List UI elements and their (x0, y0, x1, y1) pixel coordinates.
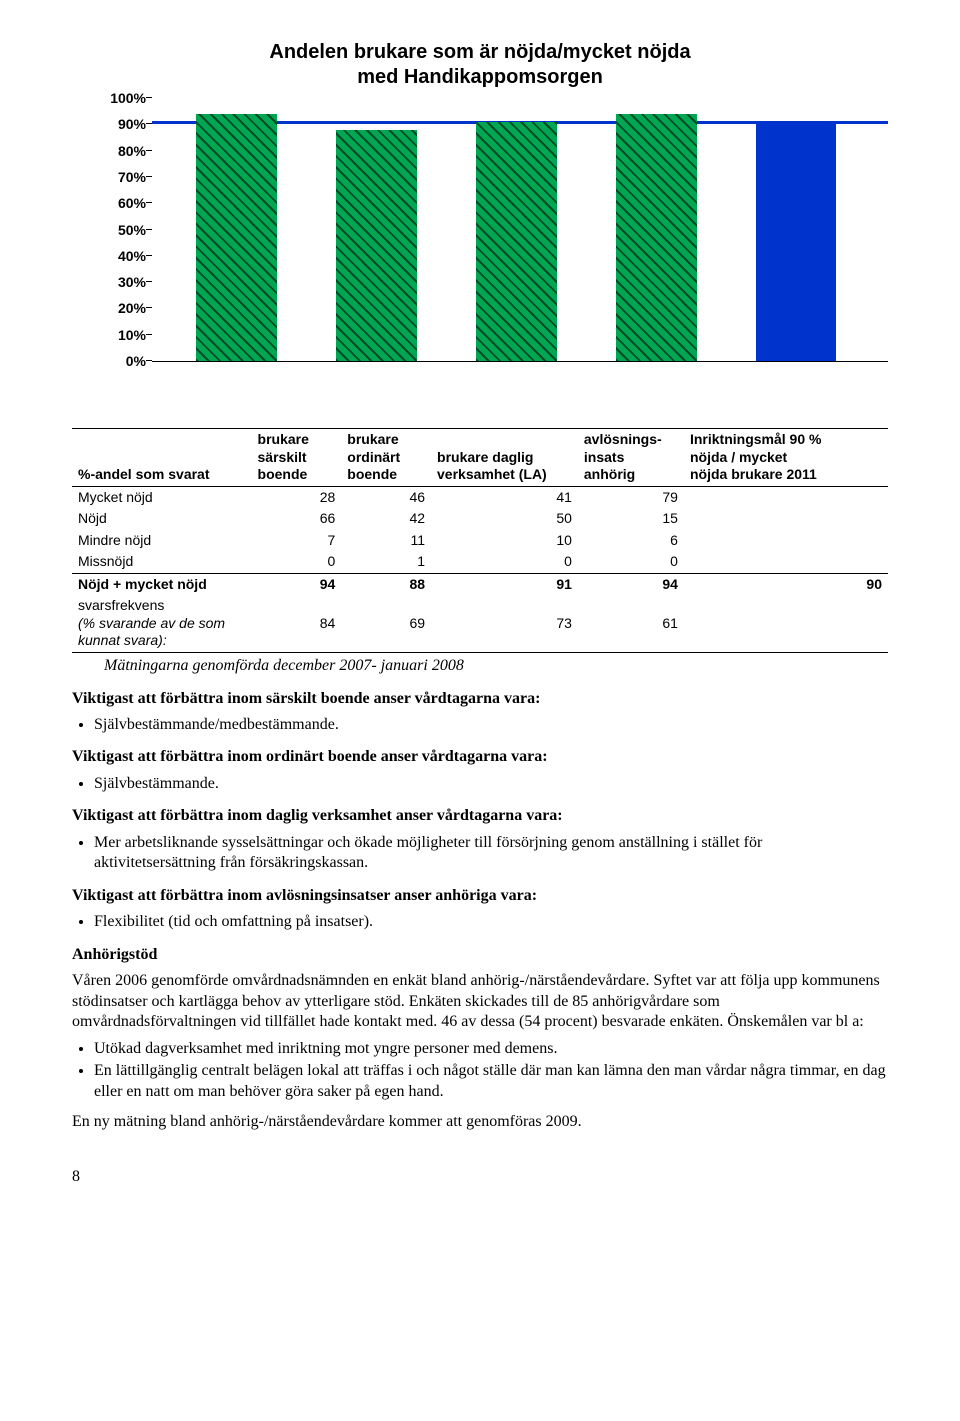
table-row: Nöjd66425015 (72, 508, 888, 530)
body-text: Viktigast att förbättra inom särskilt bo… (72, 689, 888, 1133)
chart-title: Andelen brukare som är nöjda/mycket nöjd… (72, 40, 888, 90)
bar-chart: 0%10%20%30%40%50%60%70%80%90%100%brukare… (112, 98, 888, 398)
data-table: %-andel som svarat brukaresärskiltboende… (72, 428, 888, 653)
table-row: Mindre nöjd711106 (72, 530, 888, 552)
table-row: Missnöjd0100 (72, 551, 888, 573)
page-number: 8 (72, 1168, 888, 1186)
table-row: Mycket nöjd28464179 (72, 486, 888, 508)
table-caption: Mätningarna genomförda december 2007- ja… (104, 657, 888, 675)
